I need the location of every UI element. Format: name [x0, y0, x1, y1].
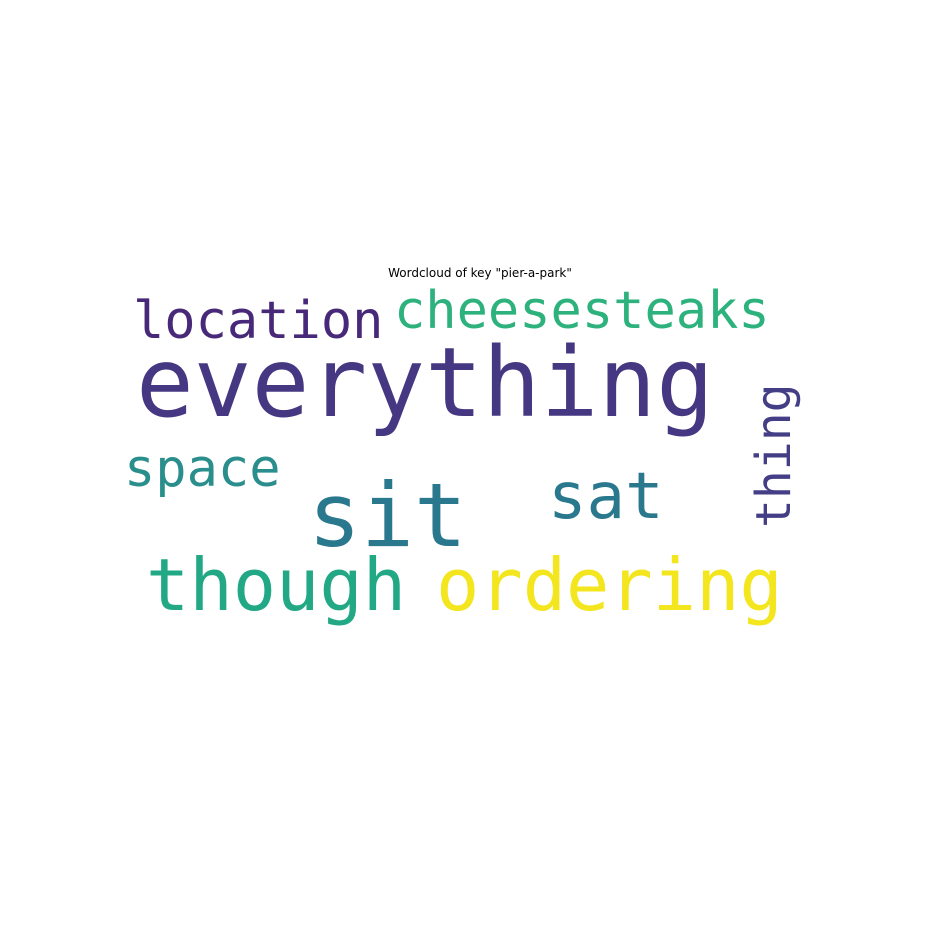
word-cheesesteaks: cheesesteaks [394, 281, 770, 341]
word-location: location [133, 291, 383, 351]
word-sat: sat [548, 460, 664, 534]
word-though: though [146, 543, 406, 627]
word-space: space [124, 439, 281, 499]
word-thing: thing [746, 384, 802, 529]
word-everything: everything [136, 327, 714, 439]
word-sit: sit [308, 464, 467, 567]
word-ordering: ordering [436, 543, 783, 627]
chart-title: Wordcloud of key "pier-a-park" [388, 266, 572, 280]
